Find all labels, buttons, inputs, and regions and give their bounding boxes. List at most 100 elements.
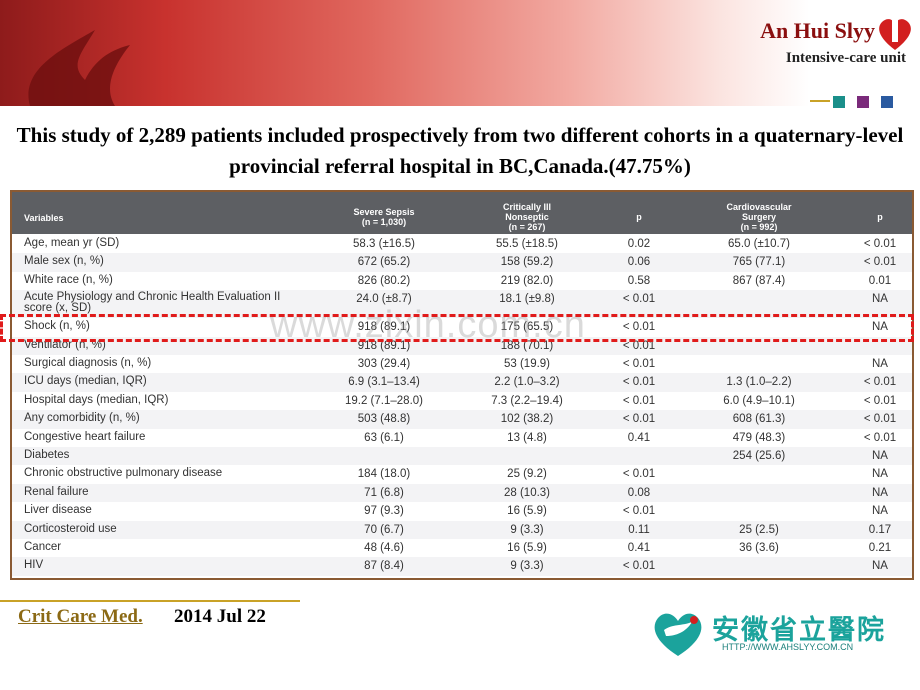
table-cell: NA — [872, 358, 888, 370]
table-row — [12, 271, 912, 291]
column-header: Cardiovascular — [726, 202, 792, 212]
table-row — [12, 483, 912, 503]
table-cell: 765 (77.1) — [732, 256, 786, 269]
row-label: Diabetes — [24, 449, 70, 461]
table-cell: 1.3 (1.0–2.2) — [726, 376, 792, 389]
hospital-emblem — [654, 613, 702, 656]
journal-link[interactable]: Crit Care Med. — [18, 606, 143, 627]
table-cell: 36 (3.6) — [739, 542, 779, 554]
row-label: Acute Physiology and Chronic Health Eval… — [24, 291, 281, 315]
column-header: Severe Sepsis — [353, 207, 415, 217]
table-cell: < 0.01 — [622, 505, 656, 518]
column-header: Surgery — [741, 212, 776, 222]
table-cell: NA — [872, 468, 888, 481]
row-label: Ventilator (n, %) — [24, 338, 106, 351]
table-cell: 6.0 (4.9–10.1) — [723, 394, 795, 407]
table-cell: 0.11 — [628, 523, 650, 536]
table-cell: < 0.01 — [863, 394, 897, 407]
table-cell: 53 (19.9) — [503, 358, 551, 370]
table-cell: 254 (25.6) — [732, 450, 786, 462]
table-cell: 87 (8.4) — [364, 560, 404, 573]
slide-title: This study of 2,289 patients included pr… — [16, 123, 904, 178]
table-cell: 672 (65.2) — [357, 256, 411, 269]
row-label: White race (n, %) — [24, 273, 113, 286]
table-cell: < 0.01 — [622, 468, 656, 481]
column-header: Variables — [24, 213, 64, 223]
table-cell: 303 (29.4) — [357, 358, 411, 370]
table-cell: 102 (38.2) — [500, 413, 554, 426]
table-cell: 18.1 (±9.8) — [499, 293, 555, 306]
table-cell: 97 (9.3) — [364, 505, 404, 518]
row-label: ICU days (median, IQR) — [24, 375, 147, 388]
column-header: Critically Ill — [502, 202, 552, 212]
accent-square — [833, 96, 845, 108]
accent-square — [857, 96, 869, 108]
footer-line — [0, 600, 300, 602]
table-cell: < 0.01 — [863, 431, 897, 444]
table-cell: 70 (6.7) — [364, 523, 404, 536]
table-cell: < 0.01 — [622, 376, 656, 389]
hospital-url: HTTP://WWW.AHSLYY.COM.CN — [722, 642, 854, 652]
table-cell: < 0.01 — [622, 321, 656, 334]
table-cell: 63 (6.1) — [364, 431, 404, 444]
table-cell: 24.0 (±8.7) — [356, 293, 412, 306]
flame-graphic — [28, 30, 130, 106]
table-cell: 188 (70.1) — [500, 339, 554, 352]
table-cell: 479 (48.3) — [732, 431, 786, 444]
table-cell: 25 (2.5) — [739, 523, 779, 536]
table-cell: 826 (80.2) — [357, 274, 411, 287]
table-row — [12, 235, 912, 254]
accent-square — [881, 96, 893, 108]
table-cell: < 0.01 — [622, 560, 656, 573]
table-cell: 9 (3.3) — [510, 560, 544, 573]
table-cell: < 0.01 — [622, 358, 656, 370]
highlight-box — [0, 314, 914, 342]
table-cell: 158 (59.2) — [500, 256, 554, 269]
table-row — [12, 539, 912, 558]
row-label: Surgical diagnosis (n, %) — [24, 357, 152, 369]
table-cell: 0.41 — [627, 542, 651, 554]
table-cell: 608 (61.3) — [732, 413, 786, 426]
table-cell: 25 (9.2) — [507, 468, 547, 481]
column-header: p — [636, 212, 642, 222]
table-cell: 58.3 (±16.5) — [353, 238, 415, 250]
table-cell: < 0.01 — [863, 256, 897, 269]
table-cell: < 0.01 — [622, 394, 656, 407]
table-cell: < 0.01 — [622, 413, 656, 426]
row-label: Any comorbidity (n, %) — [24, 412, 140, 425]
logo-title: An Hui Slyy — [760, 18, 875, 43]
table-cell: 175 (65.5) — [500, 321, 554, 334]
table-cell: 184 (18.0) — [357, 468, 411, 481]
table-cell: 0.08 — [627, 486, 651, 499]
table-cell: NA — [872, 560, 888, 573]
header-banner — [0, 0, 920, 106]
logo-subtitle: Intensive-care unit — [785, 50, 906, 66]
column-header: Nonseptic — [505, 212, 549, 222]
data-table: Variables Severe Sepsis (n = 1,030) Critica… — [10, 190, 914, 580]
table-row — [12, 447, 912, 466]
table-cell: 28 (10.3) — [503, 486, 551, 499]
table-row — [12, 373, 912, 392]
table-row — [12, 557, 912, 576]
table-cell: < 0.01 — [863, 238, 897, 250]
table-cell: 7.3 (2.2–19.4) — [491, 394, 563, 407]
table-row — [12, 520, 912, 539]
table-cell: NA — [872, 293, 888, 306]
table-cell: 16 (5.9) — [507, 542, 547, 554]
table-cell: < 0.01 — [622, 293, 656, 306]
table-cell: 6.9 (3.1–13.4) — [348, 376, 420, 389]
table-cell: 0.58 — [627, 274, 651, 287]
table-cell: 0.17 — [868, 523, 892, 536]
table-cell: 55.5 (±18.5) — [496, 238, 558, 250]
table-row — [12, 410, 912, 429]
row-label: Male sex (n, %) — [24, 255, 104, 268]
row-label: Congestive heart failure — [24, 430, 146, 443]
table-cell: 918 (89.1) — [357, 339, 411, 352]
column-header: (n = 267) — [508, 222, 546, 232]
row-label: Corticosteroid use — [24, 522, 117, 535]
table-row — [12, 355, 912, 374]
table-header: Variables Severe Sepsis (n = 1,030) Critica… — [12, 192, 912, 234]
table-row — [12, 290, 912, 319]
column-header: (n = 1,030) — [361, 217, 407, 227]
